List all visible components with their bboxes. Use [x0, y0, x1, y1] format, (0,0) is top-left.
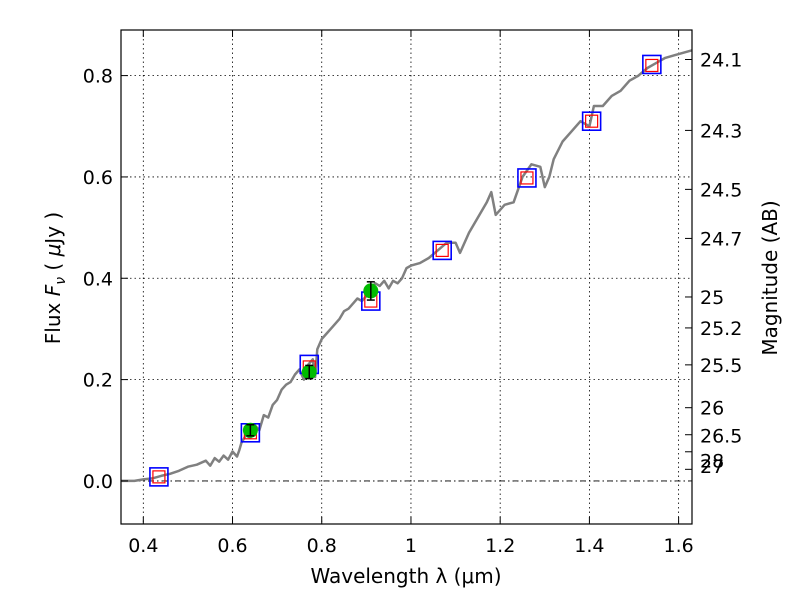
y-axis-label-subscript: ν	[53, 277, 69, 285]
plot-frame	[120, 29, 693, 525]
y-axis-label-flux: Flux	[41, 296, 65, 344]
x-tick-label: 1.2	[485, 535, 515, 557]
red-square-marker	[520, 171, 534, 185]
magnitude-tick-label: 24.3	[700, 120, 742, 142]
y-tick-label: 0.4	[83, 268, 113, 290]
y-axis-label-mu: μ	[41, 244, 65, 258]
blue-square-marker	[517, 168, 537, 188]
blue-square-marker	[642, 54, 662, 75]
x-tick-label: 1	[405, 535, 417, 557]
magnitude-tick-label: 26.5	[700, 426, 742, 448]
x-tick-label: 1.6	[664, 535, 694, 557]
red-square-marker	[645, 58, 659, 73]
axis-ticks: 0.4 0.6 0.8 1 1.2 1.4 1.6 0.0 0.2 0.4 0.6 0.8 24.1 24…	[83, 30, 742, 557]
red-square-marker	[152, 470, 166, 484]
y-tick-label: 0.8	[83, 66, 113, 88]
y-axis-label-open: (	[41, 256, 65, 277]
y-axis-label-symbol: F	[41, 284, 65, 296]
magnitude-tick-label: 24.5	[700, 179, 742, 201]
magnitude-tick-label: 25.5	[700, 355, 742, 377]
magnitude-tick-label: 27	[700, 456, 724, 478]
photometry-markers	[149, 54, 662, 487]
blue-square-marker	[432, 240, 452, 261]
magnitude-tick-label: 24.7	[700, 228, 742, 250]
observed-points	[242, 281, 379, 438]
y-tick-label: 0.6	[83, 167, 113, 189]
blue-square-marker	[581, 111, 602, 131]
magnitude-tick-label: 28	[700, 450, 724, 472]
magnitude-tick-label: 25.2	[700, 318, 742, 340]
x-tick-label: 1.4	[574, 535, 604, 557]
y2-axis-label: Magnitude (AB)	[758, 200, 782, 355]
y-tick-label: 0.2	[83, 370, 113, 392]
blue-square-marker	[149, 467, 169, 487]
x-tick-label: 0.4	[128, 535, 158, 557]
red-square-marker	[435, 243, 449, 257]
x-tick-label: 0.6	[217, 535, 247, 557]
y-axis-label: Flux Fν ( μJy )	[41, 212, 69, 344]
x-axis-label: Wavelength λ (μm)	[310, 564, 501, 588]
magnitude-tick-label: 26	[700, 398, 724, 420]
y-tick-label: 0.0	[83, 471, 113, 493]
magnitude-tick-label: 25	[700, 287, 724, 309]
red-square-marker	[585, 114, 599, 128]
magnitude-tick-label: 24.1	[700, 50, 742, 72]
x-tick-label: 0.8	[307, 535, 337, 557]
y-axis-label-unit: Jy )	[41, 212, 65, 246]
